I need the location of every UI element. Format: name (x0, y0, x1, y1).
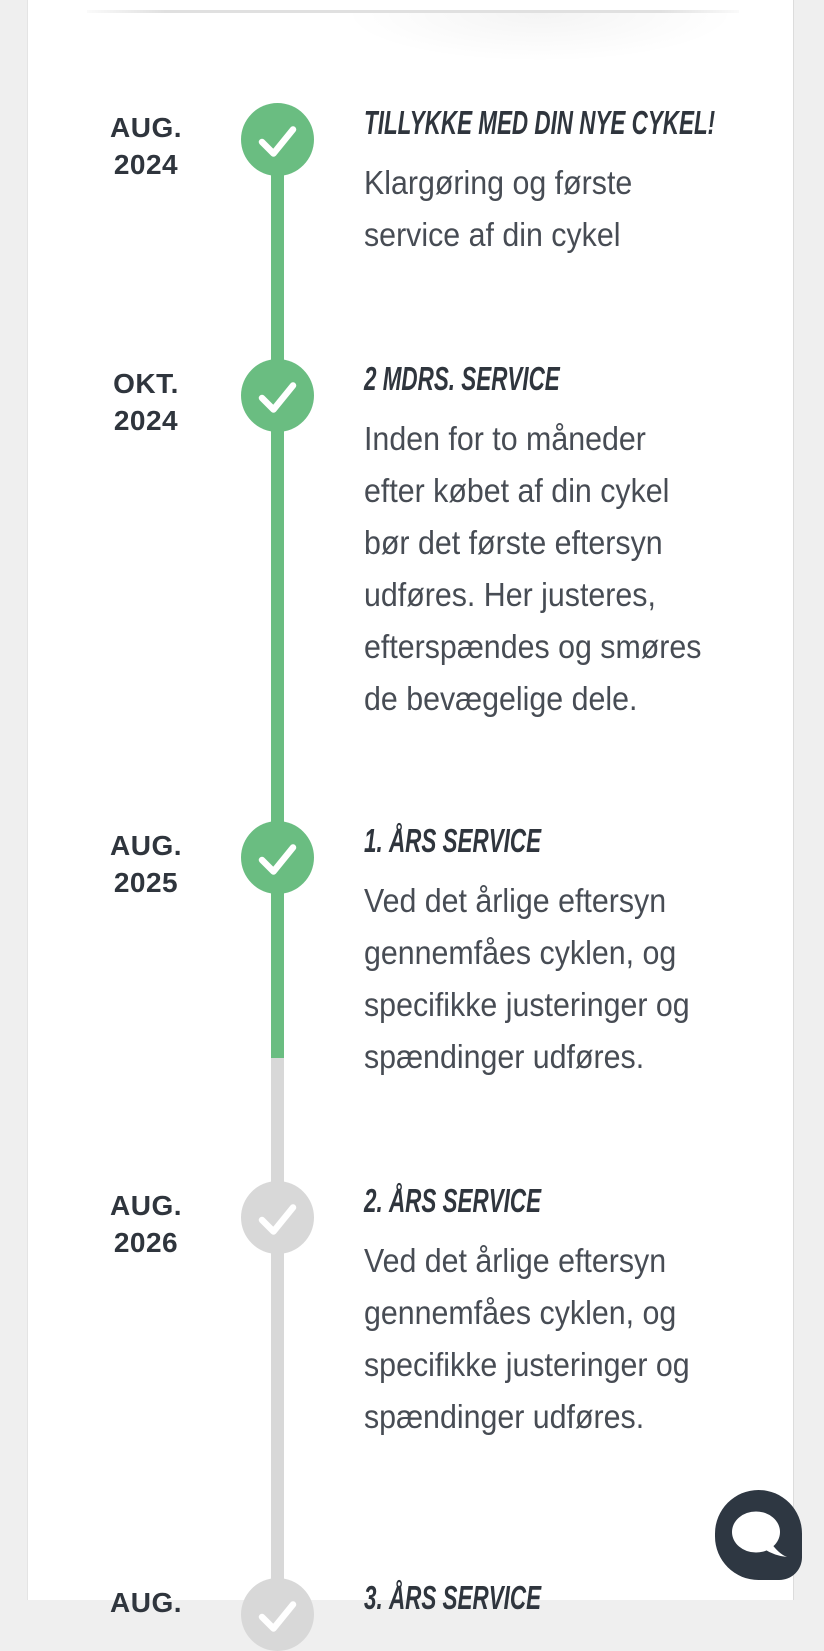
check-icon (258, 1204, 297, 1235)
timeline-date: OKT. 2024 (113, 368, 179, 436)
timeline-description: Inden for to måneder efter købet af din … (364, 420, 702, 717)
content-card (27, 0, 794, 1600)
timeline-description: Klargøring og første service af din cyke… (364, 164, 633, 253)
timeline-date: AUG. 2025 (110, 830, 182, 898)
timeline-title: 1. ÅRS SERVICE (364, 822, 542, 859)
status-marker-done (241, 103, 314, 176)
check-icon (258, 126, 297, 157)
timeline-description: Ved det årlige eftersyn gennemfåes cykle… (364, 1242, 690, 1435)
timeline-title: 2. ÅRS SERVICE (364, 1182, 542, 1219)
timeline-date: AUG. (110, 1587, 182, 1618)
timeline-title: TILLYKKE MED DIN NYE CYKEL! (364, 104, 716, 141)
check-icon (258, 844, 297, 875)
status-marker-done (241, 821, 314, 894)
timeline-title: 3. ÅRS SERVICE (364, 1579, 542, 1616)
timeline-description: Ved det årlige eftersyn gennemfåes cykle… (364, 882, 690, 1075)
status-marker-done (241, 359, 314, 432)
check-icon (258, 382, 297, 413)
timeline-title: 2 MDRS. SERVICE (364, 360, 560, 397)
status-marker-pending (241, 1181, 314, 1254)
timeline-track-completed (271, 139, 284, 1058)
check-icon (258, 1601, 297, 1632)
status-marker-pending (241, 1578, 314, 1651)
timeline-date: AUG. 2026 (110, 1190, 182, 1258)
timeline-date: AUG. 2024 (110, 112, 182, 180)
header-shadow-glow (260, 13, 820, 83)
chat-widget-button[interactable] (715, 1490, 802, 1580)
chat-bubble-icon (732, 1511, 787, 1557)
header-shadow (87, 10, 739, 13)
timeline-track-upcoming (271, 1058, 284, 1600)
